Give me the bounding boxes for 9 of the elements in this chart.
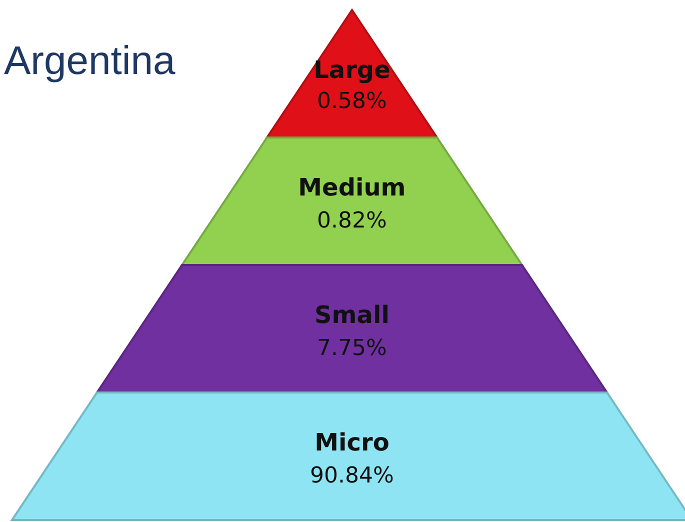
data-label: 90.84% (310, 463, 394, 488)
category-label: Small (314, 300, 390, 329)
data-label: 0.58% (317, 88, 387, 114)
data-label: 0.82% (317, 208, 387, 234)
text: Argentina (4, 39, 176, 83)
category-label: Micro (314, 428, 390, 456)
category-label: Medium (298, 173, 406, 202)
data-label: 7.75% (317, 336, 387, 361)
category-label: Large (314, 56, 390, 84)
